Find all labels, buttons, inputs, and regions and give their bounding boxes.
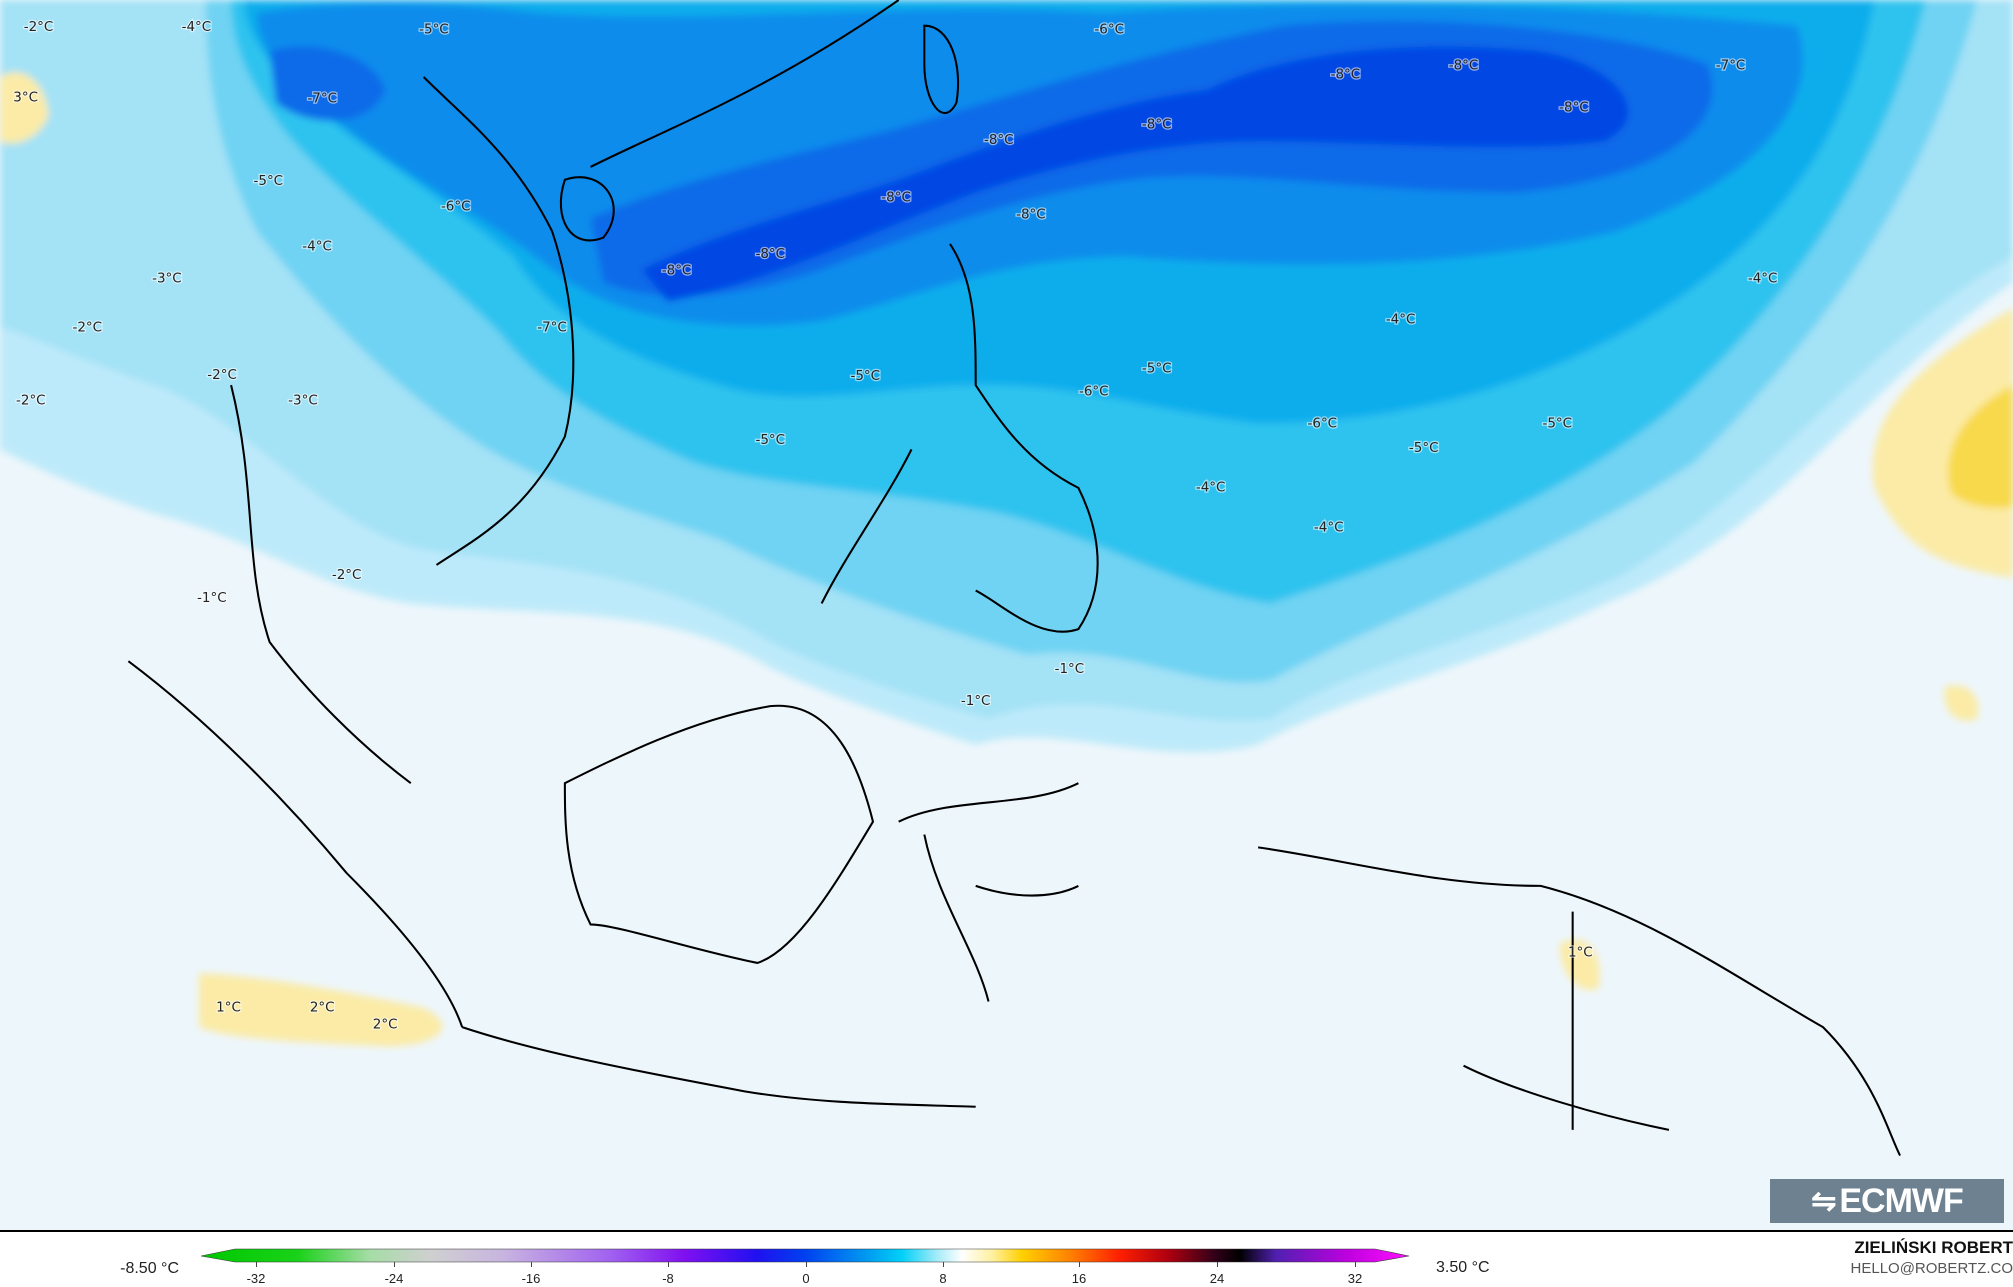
colorbar-tick-label: -8 <box>662 1271 674 1286</box>
contour-label: -6°C <box>1094 21 1124 37</box>
temperature-anomaly-map: -2°C -4°C -5°C -6°C -8°C -8°C -7°C -8°C 3°C -7°C -… <box>0 0 2013 1232</box>
ecmwf-logo-icon: ⇋ <box>1811 1184 1836 1218</box>
contour-label: -5°C <box>1409 440 1439 456</box>
contour-label: -5°C <box>419 21 449 37</box>
colorbar-tick-mark <box>394 1262 395 1267</box>
colorbar-tick-label: 24 <box>1209 1271 1225 1286</box>
contour-label: -7°C <box>1716 57 1746 73</box>
contour-label: 1°C <box>1568 945 1593 961</box>
contour-label: -4°C <box>1748 270 1778 286</box>
contour-label: 1°C <box>216 1000 241 1016</box>
colorbar-tick-mark <box>531 1262 532 1267</box>
map-canvas: -2°C -4°C -5°C -6°C -8°C -8°C -7°C -8°C 3°C -7°C -… <box>0 0 2013 1230</box>
contour-label: -1°C <box>1055 661 1085 677</box>
contour-label: -5°C <box>1542 416 1572 432</box>
colorbar-tick-label: 16 <box>1071 1271 1087 1286</box>
contour-label: -8°C <box>881 190 911 206</box>
contour-label: -4°C <box>302 238 332 254</box>
contour-label: -3°C <box>288 392 318 408</box>
colorbar-gradient <box>200 1248 1410 1263</box>
ecmwf-logo: ⇋ ECMWF <box>1770 1179 2004 1223</box>
contour-label: -5°C <box>850 368 880 384</box>
colorbar-tick-mark <box>1217 1262 1218 1267</box>
contour-label: -4°C <box>182 19 212 35</box>
colorbar-tick-mark <box>943 1262 944 1267</box>
contour-labels: -2°C -4°C -5°C -6°C -8°C -8°C -7°C -8°C 3°C -7°C -… <box>12 18 1779 1034</box>
contour-label: -4°C <box>1386 312 1416 328</box>
contour-label: -4°C <box>1196 480 1226 496</box>
contour-label: 2°C <box>310 1000 335 1016</box>
colorbar-tick-mark <box>256 1262 257 1267</box>
colorbar-min-label: -8.50 °C <box>120 1260 179 1277</box>
field-minus8 <box>641 46 1629 302</box>
contour-label: -6°C <box>1079 383 1109 399</box>
author-email: HELLO@ROBERTZ.CO <box>1850 1260 2013 1277</box>
colorbar-tick-label: -24 <box>384 1271 404 1286</box>
credit: ZIELIŃSKI ROBERT HELLO@ROBERTZ.CO <box>1851 1238 2013 1277</box>
contour-label: -8°C <box>755 246 785 262</box>
colorbar-tick-mark <box>1355 1262 1356 1267</box>
contour-label: 2°C <box>373 1016 398 1032</box>
contour-label: -8°C <box>1331 66 1361 82</box>
contour-label: -8°C <box>1016 206 1046 222</box>
contour-label: -2°C <box>73 319 103 335</box>
contour-label: -7°C <box>307 91 337 107</box>
colorbar-tick-label: -32 <box>246 1271 266 1286</box>
colorbar-tick-mark <box>668 1262 669 1267</box>
contour-label: -6°C <box>441 199 471 215</box>
contour-label: -1°C <box>197 590 227 606</box>
contour-label: -8°C <box>1142 116 1172 132</box>
contour-label: -8°C <box>1449 57 1479 73</box>
contour-label: -2°C <box>24 19 54 35</box>
contour-label: 3°C <box>13 89 38 105</box>
colorbar <box>0 1236 1500 1287</box>
colorbar-tick-label: 8 <box>939 1271 947 1286</box>
colorbar-tick-label: 0 <box>802 1271 810 1286</box>
colorbar-tick-mark <box>806 1262 807 1267</box>
author-name: ZIELIŃSKI ROBERT <box>1854 1238 2013 1257</box>
colorbar-tick-label: 32 <box>1347 1271 1363 1286</box>
contour-label: -2°C <box>16 392 46 408</box>
contour-label: -7°C <box>537 319 567 335</box>
colorbar-tick-label: -16 <box>521 1271 541 1286</box>
logo-text: ECMWF <box>1839 1181 1963 1220</box>
contour-label: -2°C <box>332 567 362 583</box>
contour-label: -8°C <box>662 263 692 279</box>
contour-label: -5°C <box>755 432 785 448</box>
contour-label: -4°C <box>1314 520 1344 536</box>
field-plus2 <box>1948 385 2013 509</box>
contour-label: -1°C <box>961 693 991 709</box>
contour-label: -8°C <box>1559 100 1589 116</box>
contour-label: -5°C <box>1142 360 1172 376</box>
contour-label: -5°C <box>254 173 284 189</box>
contour-label: -8°C <box>984 132 1014 148</box>
coastlines <box>127 0 1901 1156</box>
contour-label: -3°C <box>152 270 182 286</box>
anomaly-fields <box>0 0 2013 1047</box>
colorbar-tick-mark <box>1079 1262 1080 1267</box>
colorbar-max-label: 3.50 °C <box>1436 1259 1490 1276</box>
contour-label: -2°C <box>207 367 237 383</box>
contour-label: -6°C <box>1308 416 1338 432</box>
